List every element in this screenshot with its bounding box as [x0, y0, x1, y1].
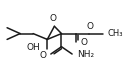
Text: O: O — [50, 14, 57, 23]
Text: O: O — [39, 51, 46, 60]
Text: O: O — [80, 38, 87, 47]
Text: CH₃: CH₃ — [108, 29, 123, 38]
Text: NH₂: NH₂ — [77, 49, 94, 59]
Text: O: O — [86, 22, 93, 31]
Text: OH: OH — [26, 43, 40, 52]
